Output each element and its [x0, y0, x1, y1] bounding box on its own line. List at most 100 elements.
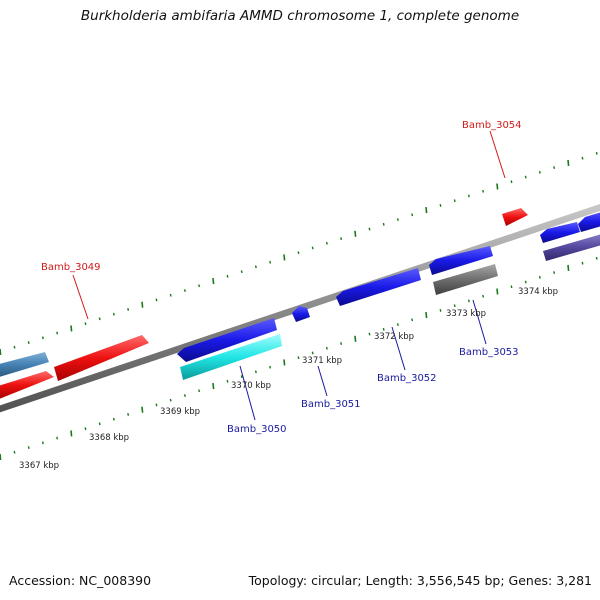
minor-tick	[240, 375, 243, 379]
minor-tick	[254, 370, 257, 374]
minor-tick	[84, 322, 87, 326]
ruler-label-3367: 3367 kbp	[19, 461, 59, 471]
gene-label-bamb-3054[interactable]: Bamb_3054	[462, 120, 522, 131]
minor-tick	[396, 323, 399, 326]
major-tick	[141, 406, 144, 413]
minor-tick	[510, 180, 513, 184]
gene-bamb-3052-arrow[interactable]	[336, 268, 421, 306]
minor-tick	[269, 260, 272, 264]
minor-tick	[269, 365, 272, 369]
major-tick	[567, 264, 570, 271]
genome-summary-text: Topology: circular; Length: 3,556,545 bp…	[248, 573, 592, 588]
major-tick	[283, 359, 286, 366]
major-tick	[141, 301, 144, 308]
label-leaders	[72, 130, 506, 421]
minor-tick	[41, 336, 44, 340]
ruler-label-3368: 3368 kbp	[89, 433, 129, 443]
minor-tick	[482, 189, 485, 193]
ruler-label-3371: 3371 kbp	[302, 356, 342, 366]
minor-tick	[439, 309, 442, 312]
major-tick	[283, 254, 286, 261]
minor-tick	[240, 270, 243, 274]
minor-tick	[396, 218, 399, 221]
gene-red-left-forward[interactable]	[0, 371, 54, 399]
minor-tick	[198, 389, 201, 393]
gene-labels: Bamb_3049 Bamb_3054 Bamb_3050 Bamb_3051 …	[41, 120, 522, 435]
minor-tick	[553, 271, 556, 274]
gene-label-bamb-3051[interactable]: Bamb_3051	[301, 399, 361, 410]
minor-tick	[411, 213, 414, 217]
minor-tick	[482, 294, 485, 298]
ruler-label-3372: 3372 kbp	[374, 332, 414, 342]
gene-label-bamb-3053[interactable]: Bamb_3053	[459, 347, 519, 358]
major-tick	[212, 383, 215, 390]
minor-tick	[453, 199, 456, 203]
major-tick	[70, 430, 73, 437]
minor-tick	[595, 256, 598, 260]
minor-tick	[98, 317, 101, 321]
gene-bamb-3050-rna[interactable]	[180, 334, 282, 380]
minor-tick	[553, 166, 556, 169]
gene-bamb-3051-arrow[interactable]	[292, 306, 310, 322]
minor-tick	[382, 222, 385, 226]
gene-bamb-3049-arrow[interactable]	[54, 335, 149, 381]
gene-bamb-3050-arrow[interactable]	[177, 318, 277, 362]
leader-bamb-3050	[239, 365, 256, 421]
minor-tick	[84, 427, 87, 431]
major-tick	[354, 230, 357, 237]
major-tick	[496, 183, 499, 190]
gene-steelblue-forward[interactable]	[0, 352, 49, 377]
minor-tick	[27, 341, 30, 344]
gene-label-bamb-3052[interactable]: Bamb_3052	[377, 373, 437, 384]
gene-blue-right-arrow[interactable]	[540, 222, 580, 243]
leader-bamb-3051	[317, 365, 328, 397]
gene-label-bamb-3049[interactable]: Bamb_3049	[41, 262, 101, 273]
minor-tick	[510, 285, 513, 289]
minor-tick	[368, 227, 371, 231]
major-tick	[425, 312, 428, 319]
minor-tick	[112, 417, 115, 421]
minor-tick	[112, 312, 115, 316]
leader-bamb-3054	[489, 130, 506, 179]
minor-tick	[41, 441, 44, 445]
inner-tick-track	[0, 256, 598, 461]
minor-tick	[524, 175, 527, 179]
gene-bamb-3053-pseudo[interactable]	[433, 264, 498, 295]
minor-tick	[467, 194, 470, 198]
minor-tick	[155, 403, 158, 407]
leader-bamb-3049	[72, 274, 89, 320]
gene-label-bamb-3050[interactable]: Bamb_3050	[227, 424, 287, 435]
major-tick	[354, 335, 357, 342]
minor-tick	[411, 318, 414, 322]
gene-slate-edge[interactable]	[543, 233, 600, 261]
minor-tick	[439, 204, 442, 207]
minor-tick	[311, 351, 314, 355]
minor-tick	[325, 241, 328, 245]
minor-tick	[368, 332, 371, 336]
minor-tick	[198, 284, 201, 288]
minor-tick	[169, 398, 172, 402]
forward-strand-genes	[0, 208, 528, 399]
minor-tick	[467, 299, 470, 303]
minor-tick	[524, 280, 527, 284]
minor-tick	[27, 446, 30, 449]
map-title: Burkholderia ambifaria AMMD chromosome 1…	[80, 8, 520, 24]
minor-tick	[183, 289, 186, 292]
gene-bamb-3053-arrow[interactable]	[429, 246, 493, 275]
minor-tick	[254, 265, 257, 269]
major-tick	[212, 278, 215, 285]
reverse-strand-genes	[177, 211, 600, 380]
leader-bamb-3052	[391, 326, 406, 371]
major-tick	[425, 207, 428, 214]
minor-tick	[127, 413, 130, 416]
leader-bamb-3053	[472, 299, 487, 345]
major-tick	[0, 453, 2, 461]
major-tick	[0, 348, 2, 356]
minor-tick	[13, 345, 16, 349]
gene-blue-edge-arrow[interactable]	[578, 211, 600, 232]
gene-bamb-3054-arrow[interactable]	[502, 208, 528, 226]
outer-tick-track	[0, 151, 598, 356]
ruler-label-3373: 3373 kbp	[446, 309, 486, 319]
minor-tick	[325, 346, 328, 350]
